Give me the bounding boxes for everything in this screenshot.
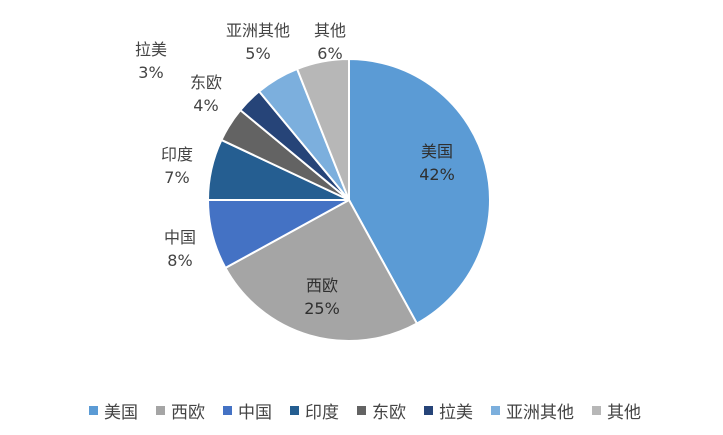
legend-item: 其他: [592, 398, 641, 423]
legend-item: 美国: [89, 398, 138, 423]
legend-item: 东欧: [357, 398, 406, 423]
legend-label: 东欧: [372, 402, 406, 423]
slice-value-label: 8%: [167, 251, 192, 270]
legend-item: 拉美: [424, 398, 473, 423]
legend-swatch: [424, 405, 433, 415]
pie-chart: 美国 42% 西欧 25% 中国 8% 印度 7% 东欧 4% 拉美 3% 亚洲其他 5% 其他 6%: [135, 21, 491, 342]
pie-labels: 美国 42% 西欧 25% 中国 8% 印度 7% 东欧 4% 拉美 3% 亚洲其他 5% 其他 6%: [135, 21, 455, 318]
slice-value-label: 4%: [193, 96, 218, 115]
legend-label: 印度: [305, 402, 339, 423]
legend-swatch: [290, 405, 299, 415]
slice-label: 印度: [161, 145, 193, 164]
slice-value-label: 6%: [317, 44, 342, 63]
slice-label: 中国: [164, 228, 196, 247]
slice-value-label: 5%: [245, 44, 270, 63]
slice-label: 其他: [314, 21, 346, 40]
slice-label: 西欧: [306, 276, 338, 295]
pie-slice: [348, 57, 491, 325]
pie-slice: [224, 198, 419, 342]
slice-label: 亚洲其他: [226, 21, 290, 40]
slice-value-label: 42%: [419, 165, 455, 184]
legend-swatch: [357, 405, 366, 415]
legend-label: 其他: [607, 402, 641, 423]
legend-item: 印度: [290, 398, 339, 423]
legend-swatch: [592, 405, 601, 415]
legend-label: 美国: [104, 402, 138, 423]
slice-value-label: 25%: [304, 299, 340, 318]
legend-label: 西欧: [171, 402, 205, 423]
legend-item: 中国: [223, 398, 272, 423]
chart-legend: 美国 西欧 中国 印度 东欧 拉美 亚洲其他 其他: [20, 395, 710, 425]
slice-label: 拉美: [135, 40, 167, 59]
slice-label: 美国: [421, 142, 453, 161]
legend-item: 亚洲其他: [491, 398, 574, 423]
slice-value-label: 7%: [164, 168, 189, 187]
legend-label: 亚洲其他: [506, 402, 574, 423]
legend-swatch: [89, 405, 98, 415]
legend-swatch: [491, 405, 500, 415]
slice-label: 东欧: [190, 73, 222, 92]
legend-swatch: [156, 405, 165, 415]
legend-label: 拉美: [439, 402, 473, 423]
slice-value-label: 3%: [138, 63, 163, 82]
legend-item: 西欧: [156, 398, 205, 423]
pie-slices: [206, 57, 491, 342]
legend-swatch: [223, 405, 232, 415]
pie-slice: [295, 57, 350, 201]
legend-label: 中国: [238, 402, 272, 423]
